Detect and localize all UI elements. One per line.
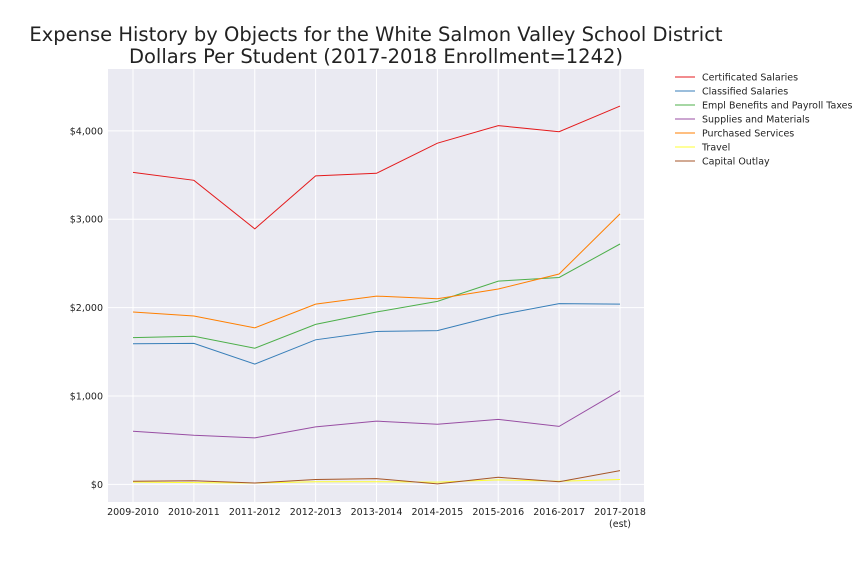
legend-label: Supplies and Materials bbox=[702, 115, 810, 126]
chart-title-line-2: Dollars Per Student (2017-2018 Enrollmen… bbox=[129, 45, 623, 68]
y-tick-label: $2,000 bbox=[70, 303, 103, 314]
x-tick-label: 2013-2014 bbox=[351, 507, 403, 518]
legend-label: Capital Outlay bbox=[702, 157, 770, 168]
series-line bbox=[132, 303, 621, 365]
series-lines bbox=[132, 105, 621, 485]
y-tick-label: $3,000 bbox=[70, 215, 103, 226]
legend-label: Classified Salaries bbox=[702, 87, 788, 98]
x-tick-label: 2015-2016 bbox=[472, 507, 524, 518]
x-tick-label: 2009-2010 bbox=[107, 507, 159, 518]
y-tick-label: $0 bbox=[91, 480, 103, 491]
x-tick-label: 2014-2015 bbox=[411, 507, 463, 518]
series-line bbox=[132, 470, 621, 485]
x-tick-note: (est) bbox=[609, 519, 631, 530]
legend-label: Empl Benefits and Payroll Taxes bbox=[702, 101, 853, 112]
series-line bbox=[132, 105, 621, 230]
x-tick-label: 2010-2011 bbox=[168, 507, 220, 518]
legend-label: Certificated Salaries bbox=[702, 73, 798, 84]
legend: Certificated Salaries Classified Salaries… bbox=[675, 73, 853, 168]
series-line bbox=[132, 479, 621, 484]
x-tick-label: 2017-2018 bbox=[594, 507, 646, 518]
y-axis: $0 $1,000 $2,000 $3,000 $4,000 bbox=[70, 126, 103, 490]
grid bbox=[108, 69, 644, 502]
x-tick-label: 2011-2012 bbox=[229, 507, 281, 518]
series-line bbox=[132, 213, 621, 329]
chart-title-line-1: Expense History by Objects for the White… bbox=[29, 23, 723, 46]
legend-label: Travel bbox=[701, 143, 730, 154]
series-line bbox=[132, 390, 621, 439]
x-tick-label: 2012-2013 bbox=[290, 507, 342, 518]
legend-label: Purchased Services bbox=[702, 129, 794, 140]
x-axis: 2009-2010 2010-2011 2011-2012 2012-2013 2013… bbox=[107, 507, 646, 530]
x-tick-label: 2016-2017 bbox=[533, 507, 585, 518]
y-tick-label: $4,000 bbox=[70, 126, 103, 137]
y-tick-label: $1,000 bbox=[70, 391, 103, 402]
